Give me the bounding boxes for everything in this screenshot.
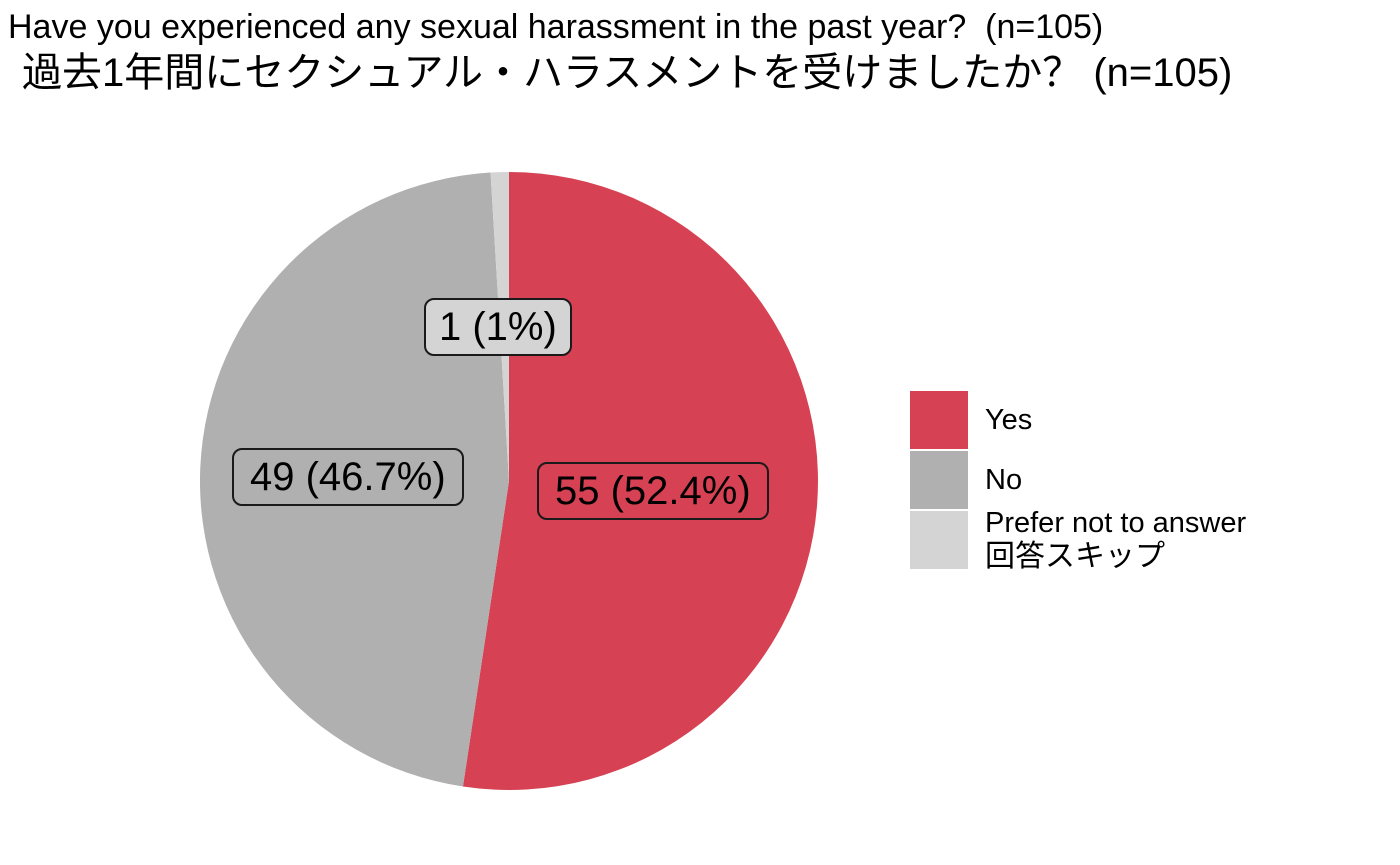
chart-title-japanese: 過去1年間にセクシュアル・ハラスメントを受けましたか？ (n=105) <box>22 51 1233 95</box>
chart-title-english: Have you experienced any sexual harassme… <box>8 8 1104 46</box>
legend-label-prefer-not-to-answer: Prefer not to answer 回答スキップ <box>985 507 1246 573</box>
slice-label-prefer-not-to-answer: 1 (1%) <box>424 298 572 356</box>
legend-swatch-yes <box>910 391 968 449</box>
legend-label-no: No <box>985 463 1023 496</box>
legend-swatch-no <box>910 451 968 509</box>
legend-item-no: No <box>910 451 1022 509</box>
legend-item-yes: Yes <box>910 391 1032 449</box>
legend-label-prefer-not-to-answer-ja: 回答スキップ <box>985 540 1165 573</box>
legend-label-prefer-not-to-answer-en: Prefer not to answer <box>985 507 1247 539</box>
slice-label-no: 49 (46.7%) <box>232 448 464 506</box>
legend-swatch-prefer-not-to-answer <box>910 511 968 569</box>
legend-label-yes: Yes <box>985 403 1033 436</box>
slice-label-yes: 55 (52.4%) <box>537 462 769 520</box>
legend-item-prefer-not-to-answer: Prefer not to answer 回答スキップ <box>910 507 1246 573</box>
